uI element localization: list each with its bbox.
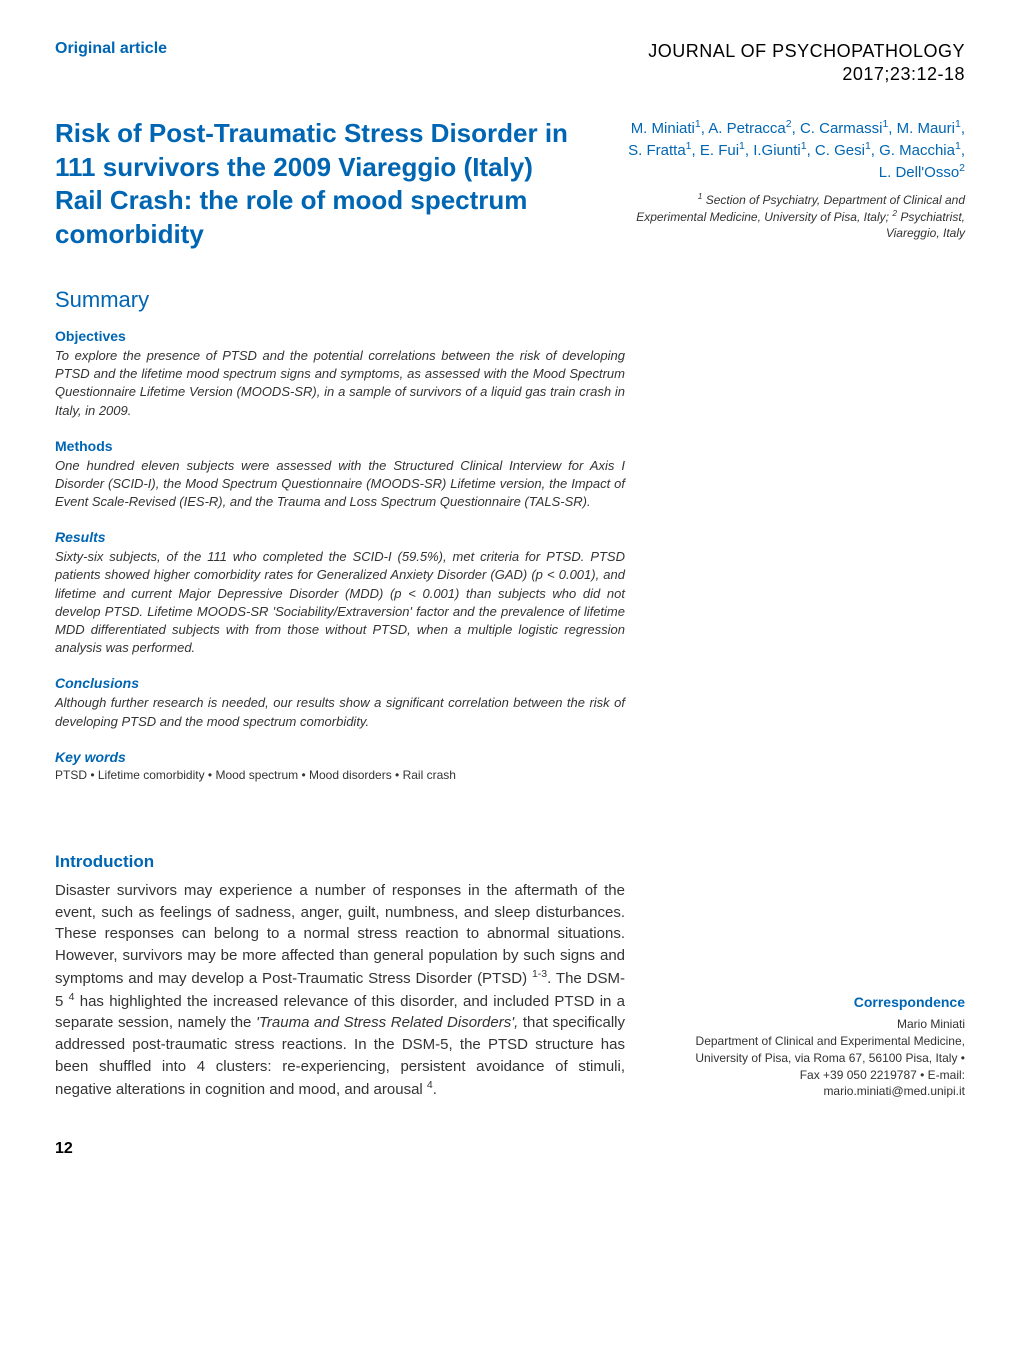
introduction-title: Introduction	[55, 852, 625, 872]
results-text: Sixty-six subjects, of the 111 who compl…	[55, 548, 625, 657]
affiliations: 1 Section of Psychiatry, Department of C…	[625, 191, 965, 242]
intro-sup1: 1-3	[532, 968, 547, 980]
correspondence-address: Department of Clinical and Experimental …	[685, 1033, 965, 1100]
keywords-title: Key words	[55, 749, 625, 765]
page-number: 12	[55, 1140, 73, 1158]
correspondence-title: Correspondence	[685, 994, 965, 1010]
conclusions-title: Conclusions	[55, 675, 625, 691]
results-title: Results	[55, 529, 625, 545]
footer-row: 12	[55, 1140, 965, 1158]
keywords-list: PTSD • Lifetime comorbidity • Mood spect…	[55, 768, 625, 782]
methods-title: Methods	[55, 438, 625, 454]
authors: M. Miniati1, A. Petracca2, C. Carmassi1,…	[625, 117, 965, 183]
correspondence-name: Mario Miniati	[685, 1016, 965, 1033]
authors-block: M. Miniati1, A. Petracca2, C. Carmassi1,…	[625, 117, 965, 242]
intro-italic: 'Trauma and Stress Related Disorders',	[256, 1014, 518, 1031]
conclusions-text: Although further research is needed, our…	[55, 694, 625, 730]
journal-info: JOURNAL OF PSYCHOPATHOLOGY 2017;23:12-18	[648, 40, 965, 87]
objectives-title: Objectives	[55, 328, 625, 344]
left-column: Summary Objectives To explore the presen…	[55, 287, 625, 1100]
header-row: Original article JOURNAL OF PSYCHOPATHOL…	[55, 40, 965, 87]
title-authors-row: Risk of Post-Traumatic Stress Disorder i…	[55, 117, 965, 252]
intro-part5: .	[433, 1081, 437, 1098]
summary-heading: Summary	[55, 287, 625, 313]
article-type: Original article	[55, 40, 167, 58]
main-content: Summary Objectives To explore the presen…	[55, 287, 965, 1100]
introduction-section: Introduction Disaster survivors may expe…	[55, 852, 625, 1101]
journal-issue: 2017;23:12-18	[648, 63, 965, 86]
objectives-text: To explore the presence of PTSD and the …	[55, 347, 625, 420]
journal-name: JOURNAL OF PSYCHOPATHOLOGY	[648, 40, 965, 63]
article-title: Risk of Post-Traumatic Stress Disorder i…	[55, 117, 585, 252]
correspondence-block: Correspondence Mario Miniati Department …	[685, 994, 965, 1100]
introduction-text: Disaster survivors may experience a numb…	[55, 880, 625, 1101]
methods-text: One hundred eleven subjects were assesse…	[55, 457, 625, 512]
